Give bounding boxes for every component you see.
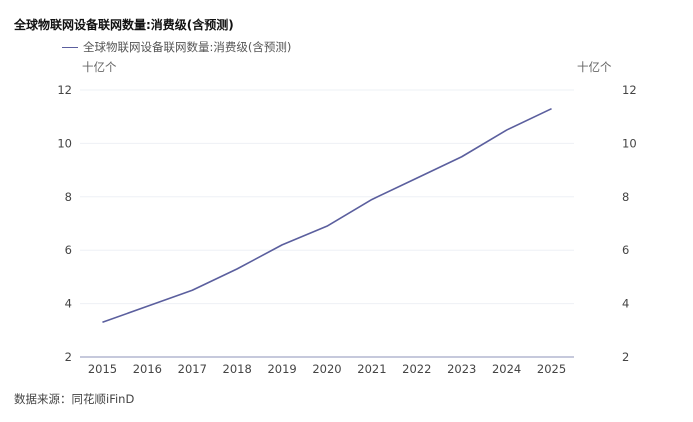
x-tick-label: 2023 (447, 362, 476, 376)
y-tick-right: 6 (622, 243, 629, 257)
x-tick-label: 2025 (537, 362, 566, 376)
legend-line-swatch (62, 46, 78, 48)
x-tick-label: 2018 (223, 362, 252, 376)
y-tick-right: 10 (622, 136, 637, 150)
x-tick-label: 2020 (312, 362, 341, 376)
x-tick-label: 2022 (402, 362, 431, 376)
y-tick-right: 4 (622, 297, 629, 311)
series-line (102, 107, 552, 324)
legend-label: 全球物联网设备联网数量:消费级(含预测) (83, 40, 292, 54)
x-tick-label: 2024 (492, 362, 521, 376)
legend[interactable]: 全球物联网设备联网数量:消费级(含预测) (62, 39, 291, 55)
data-source: 数据来源：同花顺iFinD (14, 392, 135, 406)
x-tick-label: 2019 (267, 362, 296, 376)
y-tick-left: 10 (57, 136, 72, 150)
x-tick-label: 2016 (133, 362, 162, 376)
y-tick-left: 8 (65, 190, 72, 204)
y-tick-left: 2 (65, 350, 72, 364)
chart-title: 全球物联网设备联网数量:消费级(含预测) (14, 18, 234, 32)
x-tick-label: 2017 (178, 362, 207, 376)
right-axis-unit: 十亿个 (577, 60, 612, 74)
left-axis-unit: 十亿个 (82, 60, 117, 74)
x-tick-label: 2021 (357, 362, 386, 376)
y-tick-right: 12 (622, 83, 637, 97)
y-tick-left: 12 (57, 83, 72, 97)
y-tick-right: 2 (622, 350, 629, 364)
y-tick-left: 4 (65, 297, 72, 311)
x-tick-label: 2015 (88, 362, 117, 376)
y-tick-right: 8 (622, 190, 629, 204)
y-tick-left: 6 (65, 243, 72, 257)
